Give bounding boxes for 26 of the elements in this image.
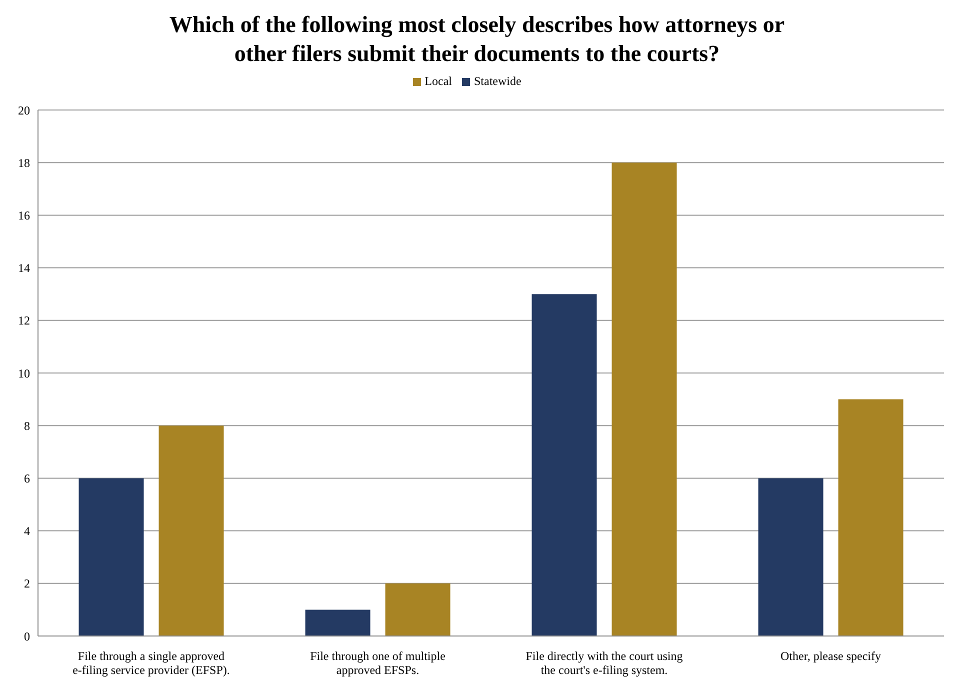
y-tick-label: 20: [18, 103, 30, 118]
bar: [305, 610, 370, 636]
x-tick-label: File through a single approved e-filing service provider (EFSP).: [72, 649, 230, 677]
legend-label: Local: [424, 74, 452, 88]
bar: [158, 426, 224, 636]
y-tick-label: 12: [18, 314, 30, 328]
bar: [532, 294, 597, 636]
bar: [612, 162, 677, 636]
x-tick-label: File through one of multiple approved EFSPs.: [310, 649, 446, 677]
y-tick-label: 14: [18, 261, 30, 276]
bar: [385, 583, 450, 636]
y-tick-label: 8: [24, 418, 30, 433]
legend-label: Statewide: [474, 74, 522, 88]
x-tick-label: File directly with the court using the court's e-filing system.: [526, 649, 683, 677]
bar: [78, 478, 144, 636]
y-tick-label: 4: [24, 524, 30, 538]
y-tick-label: 0: [24, 629, 30, 644]
y-tick-label: 16: [18, 208, 30, 222]
y-tick-label: 2: [24, 576, 30, 591]
x-tick-label: Other, please specify: [780, 649, 881, 663]
y-tick-label: 6: [24, 471, 30, 486]
chart-title: Which of the following most closely describes how attorneys or other filers submit their documents to the courts?: [168, 11, 786, 68]
y-tick-label: 18: [18, 156, 30, 170]
bar: [758, 478, 824, 636]
y-tick-label: 10: [18, 366, 30, 380]
bar: [838, 399, 904, 636]
